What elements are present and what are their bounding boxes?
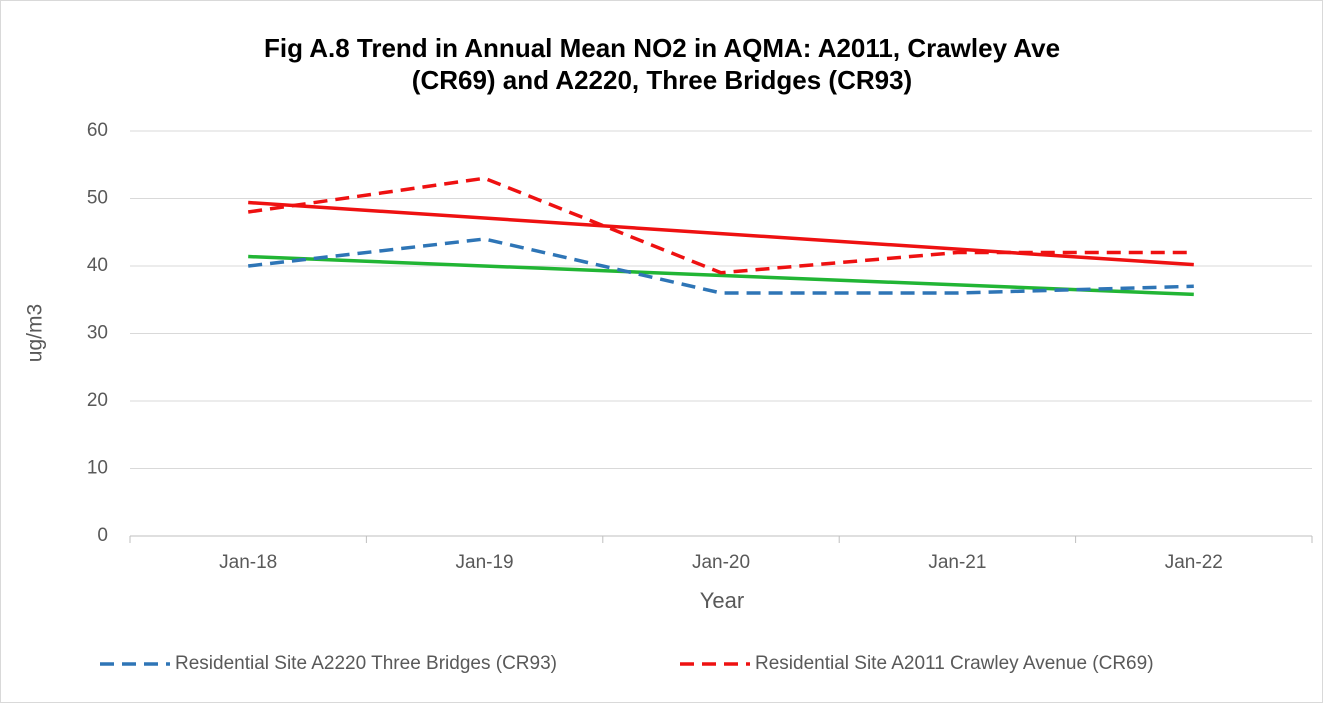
legend-label: Residential Site A2011 Crawley Avenue (C… bbox=[755, 653, 1154, 674]
x-tick-label: Jan-20 bbox=[692, 552, 750, 573]
y-tick-label: 30 bbox=[87, 323, 108, 344]
legend-label: Residential Site A2220 Three Bridges (CR… bbox=[175, 653, 557, 674]
y-axis-label: ug/m3 bbox=[24, 304, 47, 362]
line-series bbox=[247, 176, 1194, 275]
trendline bbox=[248, 254, 1194, 297]
y-tick-label: 40 bbox=[87, 255, 108, 276]
y-tick-label: 60 bbox=[87, 120, 108, 141]
x-axis-label: Year bbox=[700, 588, 744, 613]
trendline bbox=[248, 200, 1194, 267]
chart-title: Fig A.8 Trend in Annual Mean NO2 in AQMA… bbox=[264, 33, 1060, 63]
chart-title: (CR69) and A2220, Three Bridges (CR93) bbox=[412, 65, 912, 95]
x-tick-label: Jan-21 bbox=[928, 552, 986, 573]
y-tick-label: 50 bbox=[87, 188, 108, 209]
y-tick-label: 10 bbox=[87, 458, 108, 479]
y-tick-label: 0 bbox=[97, 525, 108, 546]
y-tick-label: 20 bbox=[87, 390, 108, 411]
x-tick-label: Jan-18 bbox=[219, 552, 277, 573]
line-series bbox=[248, 237, 1194, 295]
x-tick-label: Jan-19 bbox=[456, 552, 514, 573]
x-tick-label: Jan-22 bbox=[1165, 552, 1223, 573]
